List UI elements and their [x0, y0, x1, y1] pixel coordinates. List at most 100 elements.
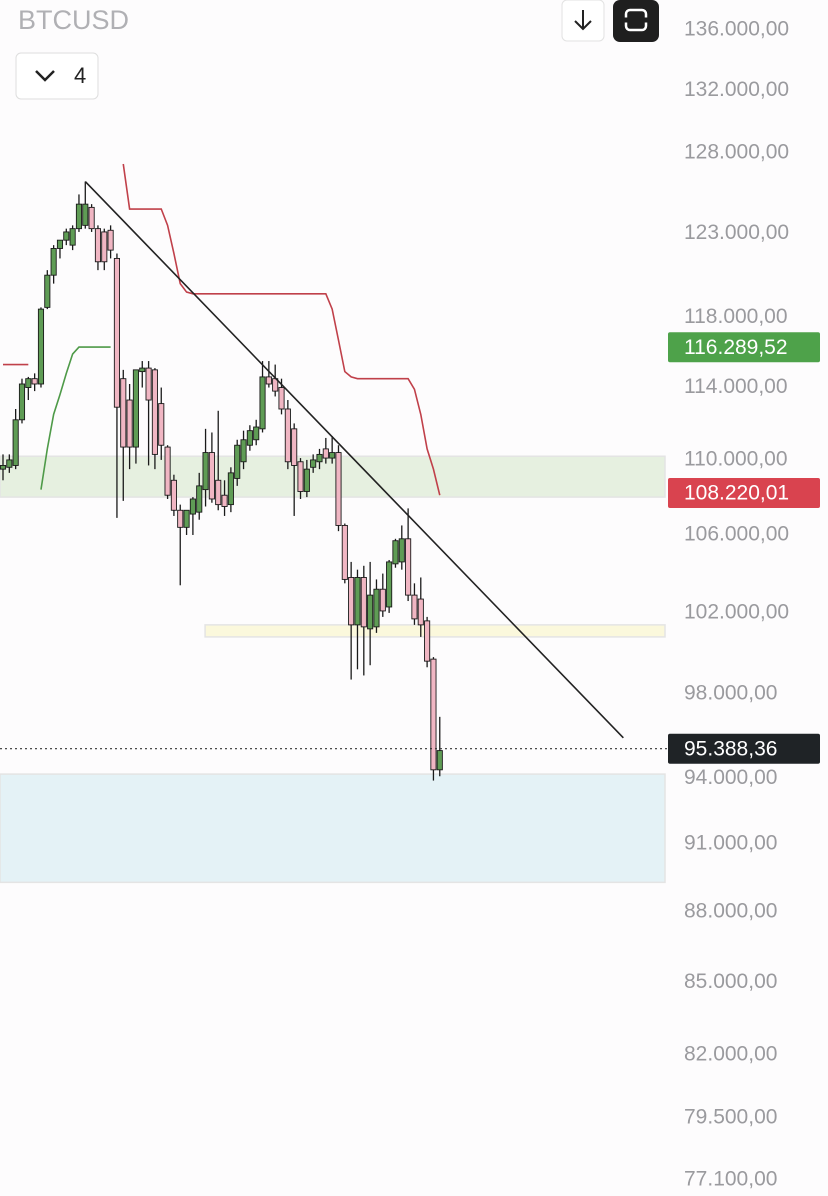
- y-tick-label: 85.000,00: [684, 970, 777, 993]
- price-tag-label: 116.289,52: [684, 336, 788, 359]
- y-tick-label: 77.100,00: [684, 1168, 777, 1191]
- candle-body: [113, 257, 120, 408]
- candle-body: [360, 577, 367, 628]
- candle-body: [170, 479, 177, 511]
- candle-body: [44, 274, 51, 308]
- price-tag: [668, 733, 820, 764]
- y-tick-label: 94.000,00: [684, 766, 777, 789]
- candle-body: [6, 459, 13, 468]
- candle-body: [126, 399, 133, 448]
- candle-body: [417, 598, 424, 626]
- candle-body: [69, 228, 76, 246]
- overlay-layer: [0, 180, 668, 750]
- candle-body: [341, 524, 348, 580]
- candle-body: [145, 367, 152, 401]
- y-tick-label: 128.000,00: [684, 140, 789, 163]
- dropdown-box[interactable]: [15, 52, 99, 100]
- axis-layer: 136.000,00 132.000,00 128.000,00 123.000,00…: [668, 18, 820, 1191]
- candle-body: [424, 620, 431, 662]
- zone: [204, 624, 666, 638]
- candle-body: [240, 439, 247, 463]
- candle-body: [322, 448, 329, 459]
- candle-body: [386, 561, 393, 608]
- candle-body: [310, 459, 317, 468]
- candle-body: [94, 228, 101, 263]
- candle-body: [82, 203, 89, 226]
- candle-body: [88, 206, 95, 230]
- candle-body: [107, 229, 114, 251]
- candle-body: [75, 203, 83, 230]
- candle-body: [18, 383, 26, 421]
- candle-body: [196, 485, 203, 513]
- chevron-icon: [35, 70, 55, 82]
- trendline: [84, 180, 624, 739]
- candle-body: [392, 540, 399, 565]
- y-tick-label: 123.000,00: [684, 221, 789, 244]
- candle-body: [253, 426, 260, 441]
- download-icon: [574, 10, 592, 31]
- candle-body: [430, 658, 437, 771]
- download-button[interactable]: [561, 0, 605, 42]
- y-tick-label: 88.000,00: [684, 900, 777, 923]
- candle-body: [367, 594, 374, 630]
- interval-dropdown[interactable]: 4: [15, 52, 99, 100]
- candle-body: [373, 588, 380, 628]
- y-tick-label: 82.000,00: [684, 1043, 777, 1066]
- candle-body: [215, 479, 222, 506]
- candle-body: [25, 378, 32, 388]
- interval-label: 4: [74, 63, 86, 88]
- candle-body: [329, 452, 336, 459]
- candle-body: [177, 509, 184, 528]
- indicator-line: [3, 163, 441, 496]
- candle-body: [221, 494, 228, 507]
- y-tick-label: 106.000,00: [684, 523, 789, 546]
- price-tag-label: 95.388,36: [684, 737, 777, 760]
- candle-body: [164, 446, 171, 496]
- candle-body: [132, 369, 139, 448]
- candles-layer: [0, 181, 443, 781]
- y-tick-label: 114.000,00: [684, 375, 788, 398]
- candle-body: [291, 428, 298, 466]
- candle-body: [158, 403, 165, 446]
- candle-body: [284, 408, 291, 463]
- zones-layer: [0, 455, 666, 884]
- candle-body: [316, 453, 323, 463]
- y-tick-label: 132.000,00: [684, 78, 789, 101]
- y-tick-label: 110.000,00: [684, 447, 788, 470]
- y-tick-label: 118.000,00: [684, 305, 788, 328]
- candle-body: [278, 387, 285, 410]
- y-tick-label: 98.000,00: [684, 682, 777, 705]
- candle-body: [37, 308, 45, 385]
- candle-body: [120, 378, 127, 448]
- candle-body: [246, 430, 253, 446]
- lines-layer: [3, 163, 441, 496]
- price-tag: [668, 332, 820, 363]
- candle-body: [436, 750, 443, 771]
- candle-body: [259, 376, 266, 430]
- candle-body: [12, 419, 19, 466]
- candle-body: [189, 498, 196, 515]
- candle-body: [56, 239, 64, 249]
- candle-body: [348, 577, 355, 626]
- indicator-line: [40, 346, 111, 490]
- candle-body: [183, 509, 190, 528]
- candle-body: [303, 468, 310, 492]
- candle-body: [151, 369, 158, 455]
- y-tick-label: 136.000,00: [684, 18, 789, 41]
- candle-body: [379, 588, 386, 612]
- candle-body: [398, 538, 405, 563]
- candle-body: [31, 378, 38, 385]
- y-tick-label: 91.000,00: [684, 832, 777, 855]
- y-tick-label: 102.000,00: [684, 600, 789, 623]
- candle-body: [101, 231, 108, 263]
- candle-body: [202, 452, 209, 491]
- candle-body: [63, 231, 70, 241]
- zone: [0, 773, 666, 884]
- candle-body: [0, 465, 7, 470]
- fullscreen-button[interactable]: [613, 0, 659, 42]
- candle-body: [297, 461, 304, 492]
- candle-body: [50, 248, 57, 276]
- candle-body: [411, 594, 418, 620]
